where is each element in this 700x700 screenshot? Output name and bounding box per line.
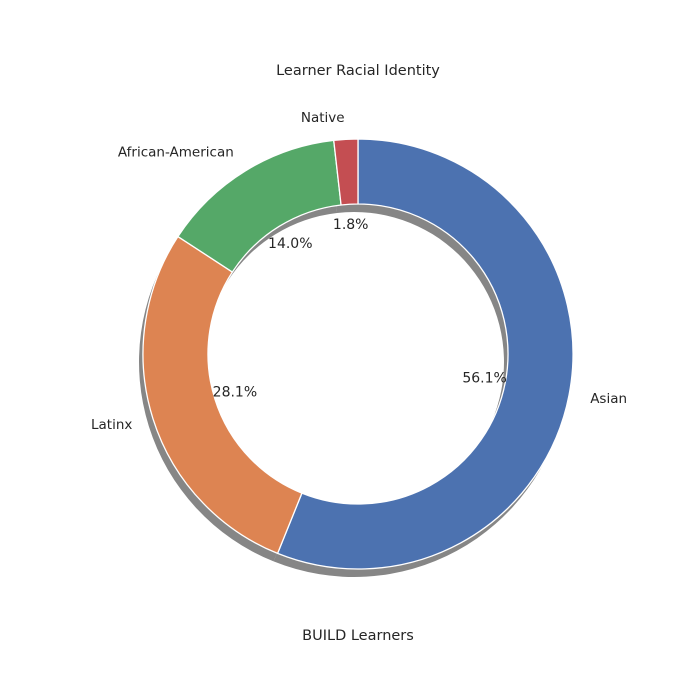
slice-label-native: Native — [301, 110, 345, 126]
slice-pct-asian: 56.1% — [462, 371, 506, 387]
slice-pct-latinx: 28.1% — [213, 385, 257, 401]
pie-labels: Asian 56.1% Latinx 28.1% African-American 14.… — [91, 110, 627, 433]
slice-label-latinx: Latinx — [91, 417, 132, 433]
slice-pct-african-american: 14.0% — [268, 236, 312, 252]
slice-native — [333, 138, 359, 206]
x-axis-label: BUILD Learners — [302, 628, 414, 644]
chart-title: Learner Racial Identity — [276, 63, 440, 79]
slice-label-asian: Asian — [590, 391, 627, 407]
slice-latinx — [142, 235, 303, 555]
slice-pct-native: 1.8% — [333, 217, 369, 233]
slice-asian — [276, 138, 574, 570]
pie-slices — [142, 138, 574, 570]
slice-label-african-american: African-American — [118, 145, 234, 161]
